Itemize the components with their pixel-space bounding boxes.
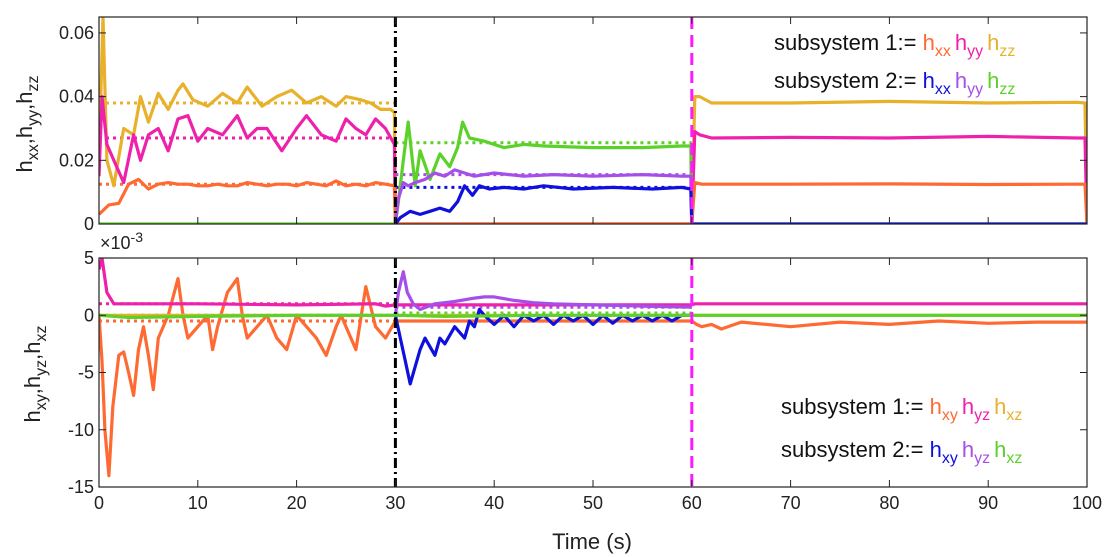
bottom-xtick-label-2: 20 xyxy=(287,493,307,513)
bottom-ytick-label-4: 5 xyxy=(84,248,94,268)
bottom-y-axis-label: hxy,hyz,hxz xyxy=(20,326,50,423)
bottom-xtick-label-7: 70 xyxy=(781,493,801,513)
top-y-axis-label: hxx,hyy,hzz xyxy=(12,76,42,173)
top-legend-row-2: subsystem 2:= hxx hyy hzz xyxy=(774,68,1015,98)
bottom-xtick-label-3: 30 xyxy=(385,493,405,513)
bottom-xtick-label-9: 90 xyxy=(978,493,998,513)
top-series-line-2 xyxy=(99,177,1087,224)
bottom-ytick-label-2: -5 xyxy=(78,363,94,383)
top-legend: subsystem 1:= hxx hyy hzz subsystem 2:= hx… xyxy=(774,30,1015,98)
top-ytick-label-1: 0.02 xyxy=(59,150,94,170)
bottom-series-line-5 xyxy=(99,313,1087,320)
bottom-legend-row-2: subsystem 2:= hxy hyz hxz xyxy=(781,437,1022,467)
top-series-line-5 xyxy=(394,184,1087,224)
bottom-panel: -15-10-505 0 10 20 30 40 50 60 70 80 90 100 ×10-3 … xyxy=(20,229,1102,554)
bottom-legend-row-1: subsystem 1:= hxy hyz hxz xyxy=(781,394,1022,424)
bottom-xtick-label-1: 10 xyxy=(188,493,208,513)
top-y-ticks: 0 0.02 0.04 0.06 xyxy=(59,23,1087,234)
top-legend-row-1: subsystem 1:= hxx hyy hzz xyxy=(774,30,1015,60)
bottom-ytick-label-3: 0 xyxy=(84,305,94,325)
x-axis-label: Time (s) xyxy=(552,529,632,554)
bottom-plot-area xyxy=(98,257,1088,488)
bottom-series-line-1 xyxy=(99,258,1087,308)
top-series-line-1 xyxy=(99,94,1087,224)
bottom-xtick-label-10: 100 xyxy=(1072,493,1102,513)
bottom-xtick-label-5: 50 xyxy=(583,493,603,513)
top-panel: 0 0.02 0.04 0.06 hxx,hyy,hzz subsystem 1:= … xyxy=(12,16,1088,234)
bottom-series-group xyxy=(99,258,1087,478)
bottom-y-ticks: -15 -10 -5 0 5 xyxy=(68,248,1087,497)
top-plot-area xyxy=(98,16,1088,225)
bottom-series-line-4 xyxy=(393,270,692,316)
bottom-ytick-label-0: -15 xyxy=(68,477,94,497)
top-series-line-3 xyxy=(99,120,1087,224)
top-ytick-label-2: 0.04 xyxy=(59,87,94,107)
top-ytick-label-3: 0.06 xyxy=(59,23,94,43)
top-ytick-label-0: 0 xyxy=(84,214,94,234)
bottom-xtick-label-6: 60 xyxy=(682,493,702,513)
top-series-line-0 xyxy=(99,17,1087,224)
bottom-series-line-3 xyxy=(393,307,692,386)
bottom-exponent-label: ×10-3 xyxy=(100,229,143,253)
bottom-xtick-label-4: 40 xyxy=(484,493,504,513)
top-series-group xyxy=(99,17,1087,224)
bottom-legend: subsystem 1:= hxy hyz hxz subsystem 2:= hx… xyxy=(781,394,1022,467)
bottom-xtick-label-0: 0 xyxy=(94,493,104,513)
bottom-x-ticks: 0 10 20 30 40 50 60 70 80 90 100 xyxy=(94,493,1102,513)
bottom-ytick-label-1: -10 xyxy=(68,420,94,440)
top-series-line-4 xyxy=(393,168,694,224)
bottom-xtick-label-8: 80 xyxy=(879,493,899,513)
